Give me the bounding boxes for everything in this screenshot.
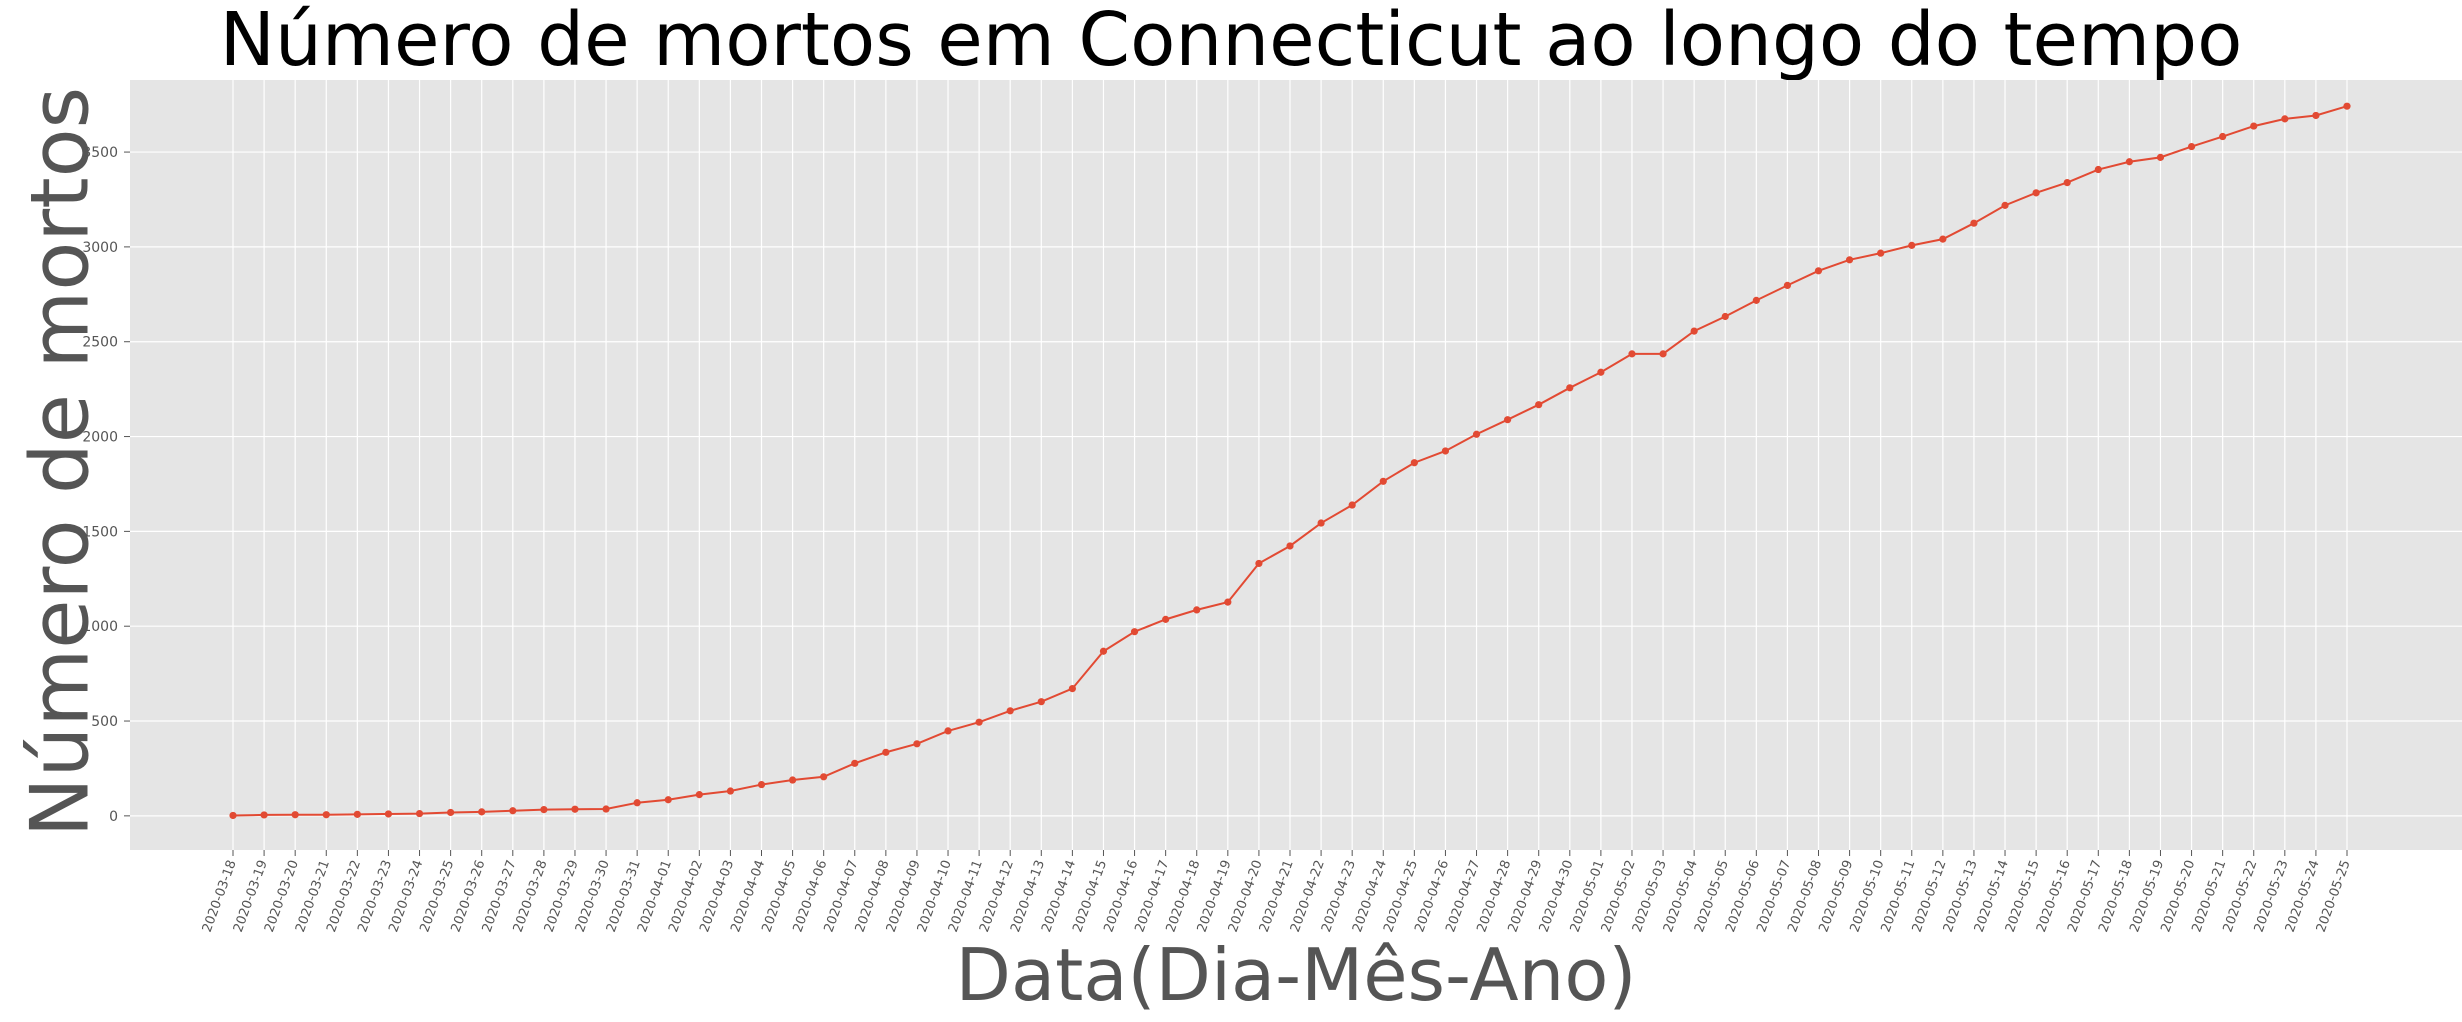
data-point xyxy=(447,808,455,817)
y-tick-label: 3000 xyxy=(82,240,118,256)
data-point xyxy=(1597,368,1605,376)
y-tick-label: 500 xyxy=(91,714,118,730)
data-point xyxy=(478,808,486,816)
data-point xyxy=(415,809,424,818)
data-point xyxy=(322,811,330,819)
data-point xyxy=(695,791,703,799)
data-point xyxy=(571,805,579,813)
series xyxy=(229,102,2351,820)
data-point xyxy=(540,806,548,814)
x-ticks: 2020-03-182020-03-192020-03-202020-03-21… xyxy=(200,850,2354,934)
data-point xyxy=(1286,542,1294,550)
data-point xyxy=(757,780,766,789)
data-point xyxy=(2094,165,2102,174)
data-point xyxy=(509,807,517,815)
data-point xyxy=(1628,350,1636,358)
data-point xyxy=(1410,459,1418,467)
data-point xyxy=(1659,350,1667,358)
data-point xyxy=(882,748,890,756)
y-tick-label: 0 xyxy=(109,809,118,825)
y-tick-label: 2500 xyxy=(82,335,118,351)
data-point xyxy=(2032,189,2040,197)
data-point xyxy=(664,796,672,804)
data-point xyxy=(913,740,921,748)
y-tick-label: 1500 xyxy=(82,524,118,540)
data-point xyxy=(2343,102,2351,110)
data-point xyxy=(1690,327,1698,335)
data-point xyxy=(1908,241,1916,249)
data-point xyxy=(1068,685,1076,693)
plot-background xyxy=(130,80,2462,850)
chart-title: Número de mortos em Connecticut ao longo… xyxy=(219,0,2243,83)
data-point xyxy=(260,811,268,819)
data-point xyxy=(2219,132,2227,141)
x-axis-label: Data(Dia-Mês-Ano) xyxy=(955,933,1637,1017)
data-point xyxy=(726,787,735,795)
data-point xyxy=(353,810,361,818)
data-point xyxy=(1379,477,1387,485)
data-point xyxy=(1037,698,1045,706)
data-point xyxy=(2156,153,2165,161)
y-tick-label: 3500 xyxy=(82,145,118,161)
data-point xyxy=(291,811,299,819)
data-point xyxy=(1472,430,1481,438)
data-point xyxy=(851,759,859,767)
data-point xyxy=(1566,384,1574,392)
data-point xyxy=(2187,142,2196,151)
data-point xyxy=(944,727,952,735)
data-point xyxy=(2001,201,2009,209)
data-point xyxy=(1939,235,1947,243)
data-point xyxy=(1783,281,1792,289)
data-point xyxy=(1193,606,1201,614)
data-point xyxy=(1877,249,1885,257)
data-point xyxy=(1970,219,1978,227)
data-point xyxy=(384,810,393,818)
data-point xyxy=(1752,296,1760,304)
data-point xyxy=(1224,598,1232,606)
data-point xyxy=(1348,501,1356,509)
data-point xyxy=(1845,256,1854,264)
data-point xyxy=(2125,158,2133,166)
data-point xyxy=(1721,312,1729,321)
data-point xyxy=(2281,115,2289,123)
data-point xyxy=(1099,647,1108,655)
data-point xyxy=(788,776,797,784)
data-point xyxy=(1255,559,1263,568)
y-tick-label: 1000 xyxy=(82,619,118,635)
data-point xyxy=(602,805,610,813)
data-point xyxy=(2312,111,2320,120)
data-point xyxy=(2250,122,2258,130)
data-point xyxy=(1504,416,1512,424)
data-point xyxy=(1162,615,1170,623)
data-point xyxy=(1814,267,1823,275)
data-point xyxy=(1441,447,1450,455)
data-point xyxy=(229,811,237,820)
y-tick-label: 2000 xyxy=(82,430,118,446)
data-point xyxy=(820,773,828,781)
data-point xyxy=(1130,628,1139,636)
y-ticks: 0 500 1000 1500 2000 2500 3000 3500 xyxy=(82,145,130,825)
data-point xyxy=(1317,519,1325,527)
data-point xyxy=(1535,401,1543,409)
data-point xyxy=(2063,179,2071,187)
data-point xyxy=(633,799,641,807)
data-point xyxy=(1006,707,1014,715)
data-point xyxy=(975,718,983,726)
